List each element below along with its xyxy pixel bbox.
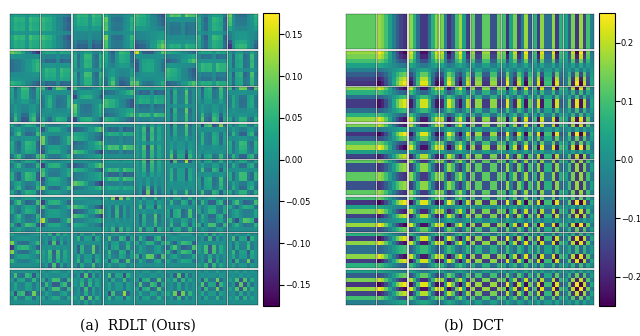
Text: (a)  RDLT (Ours): (a) RDLT (Ours) — [80, 319, 196, 333]
Text: (b)  DCT: (b) DCT — [444, 319, 504, 333]
